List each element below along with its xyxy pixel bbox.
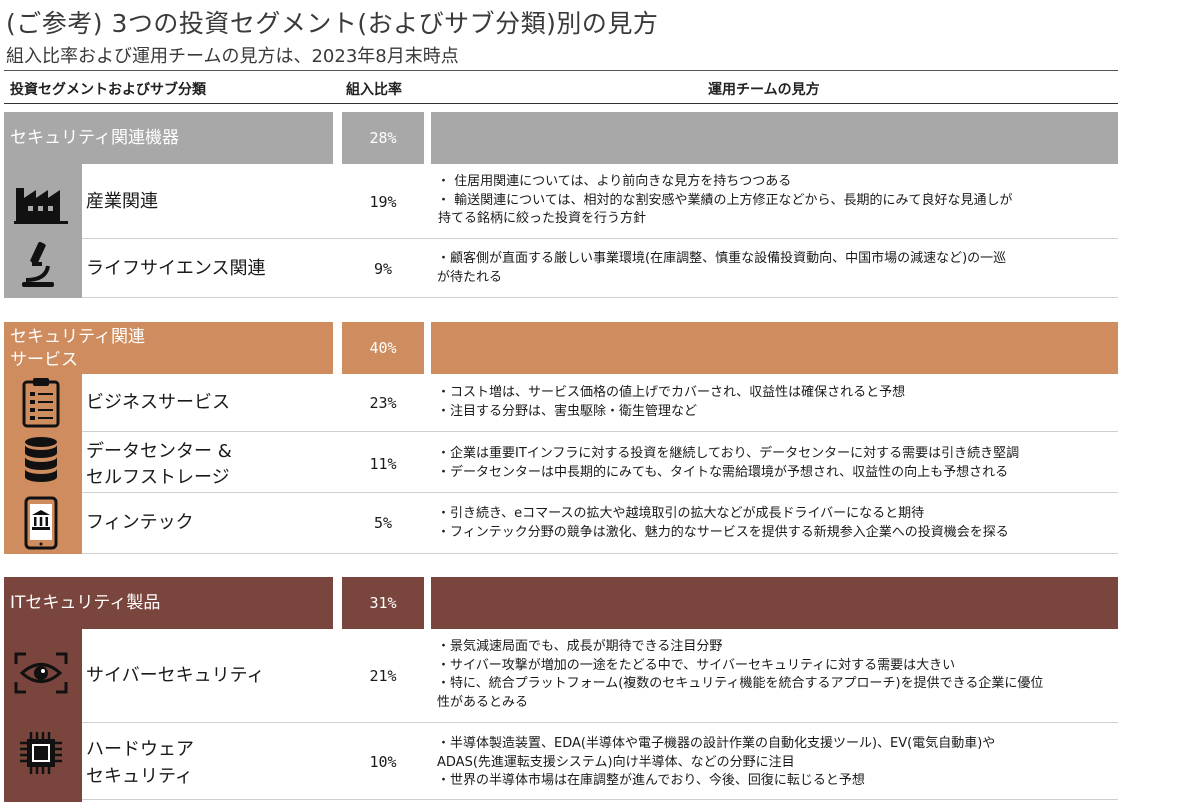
view-business: ・コスト増は、サービス価格の値上げでカバーされ、収益性は確保されると予想 ・注目… <box>437 384 1127 421</box>
segment-ratio: 28% <box>369 129 397 147</box>
view-lifescience: ・顧客側が直面する厳しい事業環境(在庫調整、慎重な設備投資動向、中国市場の減速な… <box>437 250 1127 287</box>
eye-scan-icon <box>14 652 68 698</box>
view-line: ・フィンテック分野の競争は激化、魅力的なサービスを提供する新規参入企業への投資機… <box>437 524 1009 540</box>
segment-band <box>4 322 333 374</box>
sub-ratio-hardware: 10% <box>369 753 397 771</box>
view-line: ・データセンターは中長期的にみても、タイトな需給環境が予想され、収益性の向上も予… <box>437 464 1009 480</box>
clipboard-icon <box>20 376 62 432</box>
view-line: ・特に、統合プラットフォーム(複数のセキュリティ機能を統合するアプローチ)を提供… <box>437 676 1044 691</box>
page-title: (ご参考) 3つの投資セグメント(およびサブ分類)別の見方 <box>6 9 659 38</box>
segment-ratio-band <box>342 322 424 374</box>
segment-label-line2: サービス <box>10 350 78 370</box>
view-line: が待たれる <box>437 269 503 285</box>
sub-name-lifescience: ライフサイエンス関連 <box>86 258 266 279</box>
segment-view-band <box>431 577 1118 629</box>
header-bottom-rule <box>4 103 1118 104</box>
sub-ratio-fintech: 5% <box>373 514 393 532</box>
view-line: ・コスト増は、サービス価格の値上げでカバーされ、収益性は確保されると予想 <box>437 385 906 400</box>
microscope-icon <box>18 240 58 294</box>
sub-name-business: ビジネスサービス <box>86 392 230 413</box>
sub-ratio-lifescience: 9% <box>373 260 393 278</box>
sub-ratio-business: 23% <box>369 394 397 412</box>
segment-ratio-band <box>342 577 424 629</box>
segment-band <box>4 577 333 629</box>
sub-name-hardware-line2: セキュリティ <box>86 766 193 787</box>
view-line: ・ 輸送関連については、相対的な割安感や業績の上方修正などから、長期的にみて良好… <box>437 192 1013 208</box>
segment-view-band <box>431 322 1118 374</box>
sub-name-datacenter-line2: セルフストレージ <box>86 467 230 488</box>
header-view: 運用チームの見方 <box>708 82 820 98</box>
view-hardware: ・半導体製造装置、EDA(半導体や電子機器の設計作業の自動化支援ツール)、EV(… <box>437 735 1127 791</box>
view-line: ・引き続き、eコマースの拡大や越境取引の拡大などが成長ドライバーになると期待 <box>437 506 925 521</box>
sub-name-datacenter: データセンター & <box>86 441 232 462</box>
factory-icon <box>14 180 68 228</box>
segment-ratio: 40% <box>369 339 397 357</box>
segment-label: ITセキュリティ製品 <box>10 593 161 613</box>
segment-band <box>4 112 333 164</box>
sub-name-industrial: 産業関連 <box>86 191 158 212</box>
view-line: ・景気減速局面でも、成長が期待できる注目分野 <box>437 639 723 654</box>
sub-name-cyber: サイバーセキュリティ <box>86 665 265 686</box>
sub-name-fintech: フィンテック <box>86 512 194 533</box>
chip-icon <box>18 730 64 780</box>
view-industrial: ・ 住居用関連については、より前向きな見方を持ちつつある ・ 輸送関連については… <box>437 173 1127 229</box>
sub-ratio-datacenter: 11% <box>369 455 397 473</box>
header-ratio: 組入比率 <box>346 82 402 98</box>
view-line: ・サイバー攻撃が増加の一途をたどる中で、サイバーセキュリティに対する需要は大きい <box>437 657 956 673</box>
database-icon <box>22 436 60 488</box>
row-divider <box>82 238 1118 239</box>
row-divider <box>82 722 1118 723</box>
view-line: ・注目する分野は、害虫駆除・衛生管理など <box>437 403 698 419</box>
view-line: ・顧客側が直面する厳しい事業環境(在庫調整、慎重な設備投資動向、中国市場の減速な… <box>437 251 1007 266</box>
segment-view-band <box>431 112 1118 164</box>
view-line: ・半導体製造装置、EDA(半導体や電子機器の設計作業の自動化支援ツール)、EV(… <box>437 736 996 751</box>
mobile-bank-icon <box>24 496 58 554</box>
row-divider <box>82 431 1118 432</box>
row-divider <box>82 297 1118 298</box>
view-line: ・世界の半導体市場は在庫調整が進んでおり、今後、回復に転じると予想 <box>437 773 865 788</box>
view-line: 持てる銘柄に絞った投資を行う方針 <box>438 211 647 226</box>
view-line: ・ 住居用関連については、より前向きな見方を持ちつつある <box>437 174 792 189</box>
segment-ratio: 31% <box>369 594 397 612</box>
view-line: 性があるとみる <box>437 694 529 710</box>
header-top-rule <box>4 70 1118 71</box>
header-segment: 投資セグメントおよびサブ分類 <box>10 82 206 98</box>
row-divider <box>82 553 1118 554</box>
segment-label: セキュリティ関連 <box>10 327 145 347</box>
segment-label: セキュリティ関連機器 <box>10 128 179 148</box>
sub-ratio-cyber: 21% <box>369 667 397 685</box>
sub-ratio-industrial: 19% <box>369 193 397 211</box>
segment-ratio-band <box>342 112 424 164</box>
sub-name-hardware: ハードウェア <box>86 739 194 760</box>
view-line: ADAS(先進運転支援システム)向け半導体、などの分野に注目 <box>437 754 795 770</box>
view-line: ・企業は重要ITインフラに対する投資を継続しており、データセンターに対する需要は… <box>437 446 1020 461</box>
view-datacenter: ・企業は重要ITインフラに対する投資を継続しており、データセンターに対する需要は… <box>437 445 1127 482</box>
row-divider <box>82 799 1118 800</box>
row-divider <box>82 492 1118 493</box>
view-cyber: ・景気減速局面でも、成長が期待できる注目分野 ・サイバー攻撃が増加の一途をたどる… <box>437 638 1127 712</box>
page-subtitle: 組入比率および運用チームの見方は、2023年8月末時点 <box>6 46 459 67</box>
view-fintech: ・引き続き、eコマースの拡大や越境取引の拡大などが成長ドライバーになると期待 ・… <box>437 505 1127 542</box>
